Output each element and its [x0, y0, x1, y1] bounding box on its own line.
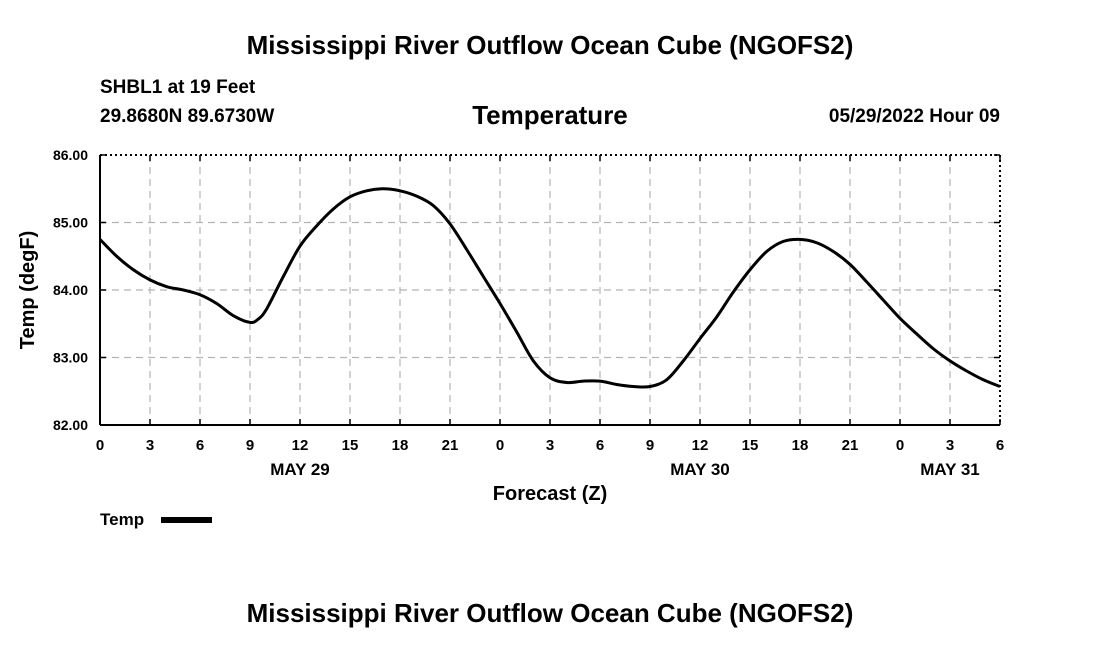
y-axis-title: Temp (degF): [17, 231, 39, 350]
x-tick-label: 15: [742, 437, 759, 454]
legend-label: Temp: [100, 510, 144, 529]
x-tick-label: 0: [496, 437, 504, 454]
x-tick-label: 9: [246, 437, 254, 454]
y-tick-label: 85.00: [53, 215, 88, 231]
x-tick-label: 9: [646, 437, 654, 454]
date-label: MAY 29: [270, 460, 330, 479]
station-coordinates: 29.8680N 89.6730W: [100, 106, 275, 127]
x-tick-label: 21: [842, 437, 859, 454]
x-tick-label: 3: [946, 437, 954, 454]
x-tick-label: 0: [96, 437, 104, 454]
x-tick-label: 0: [896, 437, 904, 454]
x-tick-label: 18: [392, 437, 409, 454]
x-tick-label: 18: [792, 437, 809, 454]
x-tick-label: 3: [146, 437, 154, 454]
footer-title: Mississippi River Outflow Ocean Cube (NG…: [246, 598, 854, 628]
x-axis-title: Forecast (Z): [493, 483, 607, 505]
chart-subtitle: Temperature: [472, 100, 628, 130]
x-tick-label: 6: [996, 437, 1004, 454]
y-tick-label: 84.00: [53, 282, 88, 298]
x-tick-label: 6: [596, 437, 604, 454]
x-tick-label: 12: [692, 437, 709, 454]
x-tick-label: 21: [442, 437, 459, 454]
chart-title: Mississippi River Outflow Ocean Cube (NG…: [246, 30, 854, 60]
x-tick-label: 6: [196, 437, 204, 454]
station-label: SHBL1 at 19 Feet: [100, 77, 256, 98]
y-tick-label: 82.00: [53, 417, 88, 433]
x-tick-label: 3: [546, 437, 554, 454]
x-tick-label: 12: [292, 437, 309, 454]
date-label: MAY 30: [670, 460, 730, 479]
series-line-temp: [98, 187, 1001, 389]
y-tick-label: 86.00: [53, 147, 88, 163]
x-tick-label: 15: [342, 437, 359, 454]
y-tick-label: 83.00: [53, 350, 88, 366]
forecast-datetime: 05/29/2022 Hour 09: [828, 106, 1000, 127]
date-label: MAY 31: [920, 460, 980, 479]
